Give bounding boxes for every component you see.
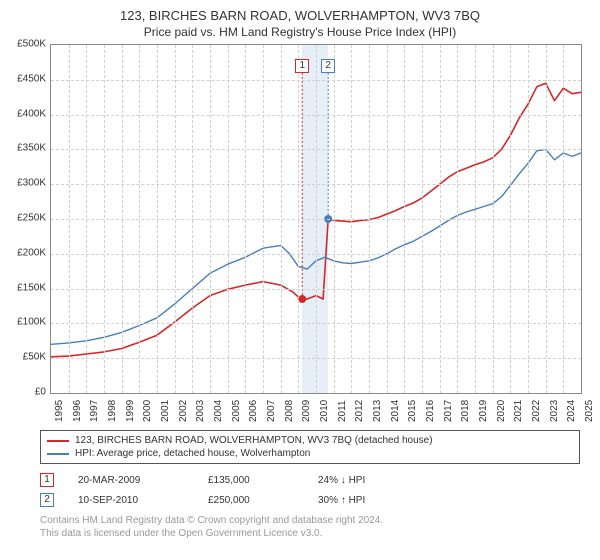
y-axis-label: £200K [2, 247, 46, 258]
x-axis-label: 2012 [354, 400, 365, 422]
y-axis-label: £450K [2, 73, 46, 84]
sale-price: £250,000 [208, 495, 318, 506]
gridline-vertical [475, 45, 476, 393]
footer-attribution: Contains HM Land Registry data © Crown c… [40, 514, 580, 540]
x-axis-label: 1999 [125, 400, 136, 422]
chart-title: 123, BIRCHES BARN ROAD, WOLVERHAMPTON, W… [0, 0, 600, 23]
sale-row-marker: 1 [40, 473, 54, 487]
legend-swatch [47, 440, 69, 442]
sales-table: 1 20-MAR-2009£135,00024% ↓ HPI 2 10-SEP-201… [40, 470, 580, 510]
y-axis-label: £400K [2, 108, 46, 119]
x-axis-label: 2018 [460, 400, 471, 422]
gridline-vertical [86, 45, 87, 393]
gridline-vertical [298, 45, 299, 393]
sale-marker-1: 1 [295, 59, 309, 73]
x-axis-label: 1997 [89, 400, 100, 422]
x-axis-label: 2015 [407, 400, 418, 422]
sale-delta: 24% ↓ HPI [318, 475, 438, 486]
x-axis-label: 2011 [337, 400, 348, 422]
sale-row: 2 10-SEP-2010£250,00030% ↑ HPI [40, 490, 580, 510]
y-axis-label: £0 [2, 387, 46, 398]
gridline-vertical [457, 45, 458, 393]
x-axis-label: 2001 [160, 400, 171, 422]
legend-label: 123, BIRCHES BARN ROAD, WOLVERHAMPTON, W… [75, 435, 433, 446]
gridline-vertical [493, 45, 494, 393]
x-axis-label: 2014 [390, 400, 401, 422]
gridline-vertical [387, 45, 388, 393]
legend-label: HPI: Average price, detached house, Wolv… [75, 448, 310, 459]
x-axis-label: 2017 [443, 400, 454, 422]
chart-plot-area: 12 [50, 44, 582, 394]
footer-line: Contains HM Land Registry data © Crown c… [40, 514, 580, 527]
sale-row: 1 20-MAR-2009£135,00024% ↓ HPI [40, 470, 580, 490]
x-axis-label: 2013 [372, 400, 383, 422]
y-axis-label: £500K [2, 39, 46, 50]
sale-row-marker: 2 [40, 493, 54, 507]
gridline-vertical [192, 45, 193, 393]
gridline-vertical [69, 45, 70, 393]
legend-item: 123, BIRCHES BARN ROAD, WOLVERHAMPTON, W… [47, 434, 573, 447]
y-axis-label: £100K [2, 317, 46, 328]
x-axis-label: 2007 [266, 400, 277, 422]
gridline-vertical [316, 45, 317, 393]
gridline-vertical [334, 45, 335, 393]
x-axis-label: 2006 [248, 400, 259, 422]
x-axis-label: 2002 [178, 400, 189, 422]
sale-date: 20-MAR-2009 [78, 475, 208, 486]
x-axis-label: 2022 [531, 400, 542, 422]
x-axis-label: 1998 [107, 400, 118, 422]
gridline-vertical [245, 45, 246, 393]
legend-swatch [47, 453, 69, 455]
gridline-vertical [369, 45, 370, 393]
gridline-vertical [263, 45, 264, 393]
sale-price: £135,000 [208, 475, 318, 486]
gridline-vertical [157, 45, 158, 393]
gridline-vertical [528, 45, 529, 393]
sale-marker-2: 2 [321, 59, 335, 73]
x-axis-label: 2005 [231, 400, 242, 422]
footer-line: This data is licensed under the Open Gov… [40, 527, 580, 540]
chart-subtitle: Price paid vs. HM Land Registry's House … [0, 23, 600, 43]
gridline-vertical [546, 45, 547, 393]
gridline-vertical [281, 45, 282, 393]
sale-date: 10-SEP-2010 [78, 495, 208, 506]
x-axis-label: 2020 [496, 400, 507, 422]
gridline-vertical [563, 45, 564, 393]
gridline-vertical [139, 45, 140, 393]
gridline-vertical [422, 45, 423, 393]
x-axis-label: 2000 [142, 400, 153, 422]
gridline-vertical [228, 45, 229, 393]
y-axis-label: £50K [2, 352, 46, 363]
x-axis-label: 2008 [284, 400, 295, 422]
x-axis-label: 2009 [301, 400, 312, 422]
sale-delta: 30% ↑ HPI [318, 495, 438, 506]
gridline-vertical [210, 45, 211, 393]
x-axis-label: 2023 [549, 400, 560, 422]
gridline-vertical [175, 45, 176, 393]
x-axis-label: 2003 [195, 400, 206, 422]
x-axis-label: 2025 [584, 400, 595, 422]
legend-item: HPI: Average price, detached house, Wolv… [47, 447, 573, 460]
gridline-vertical [440, 45, 441, 393]
y-axis-label: £350K [2, 143, 46, 154]
x-axis-label: 1996 [72, 400, 83, 422]
x-axis-label: 2016 [425, 400, 436, 422]
x-axis-label: 2010 [319, 400, 330, 422]
legend: 123, BIRCHES BARN ROAD, WOLVERHAMPTON, W… [40, 430, 580, 464]
gridline-vertical [104, 45, 105, 393]
x-axis-label: 2004 [213, 400, 224, 422]
gridline-vertical [404, 45, 405, 393]
x-axis-label: 2024 [566, 400, 577, 422]
gridline-vertical [351, 45, 352, 393]
x-axis-label: 2019 [478, 400, 489, 422]
gridline-vertical [510, 45, 511, 393]
y-axis-label: £250K [2, 213, 46, 224]
gridline-vertical [122, 45, 123, 393]
y-axis-label: £300K [2, 178, 46, 189]
x-axis-label: 1995 [54, 400, 65, 422]
y-axis-label: £150K [2, 282, 46, 293]
x-axis-label: 2021 [513, 400, 524, 422]
